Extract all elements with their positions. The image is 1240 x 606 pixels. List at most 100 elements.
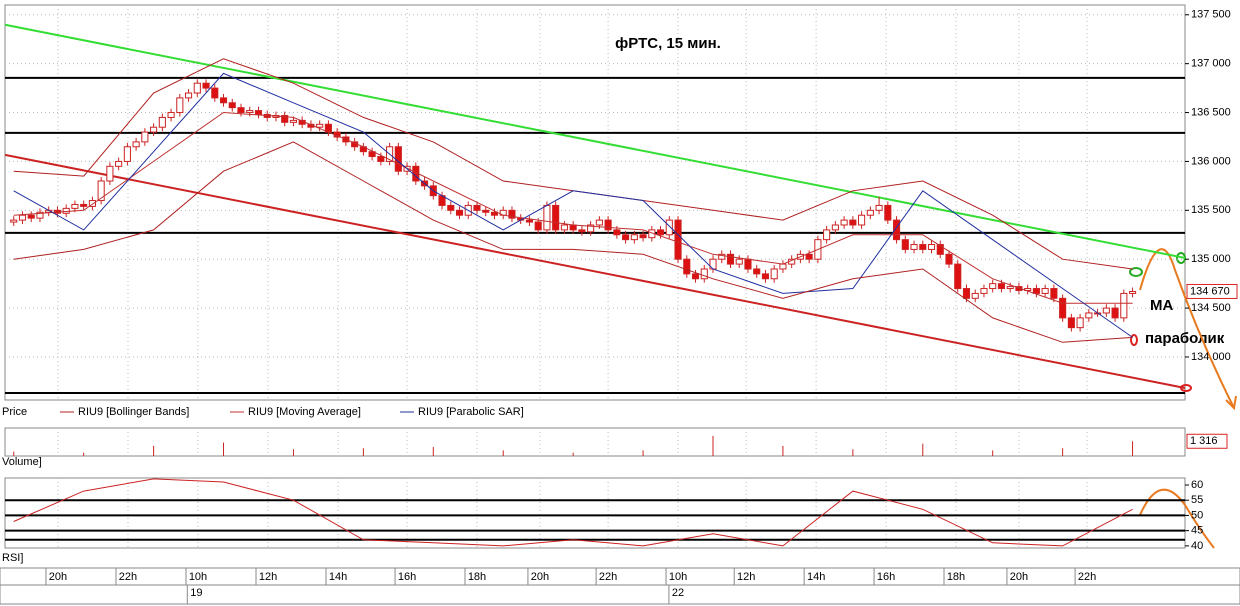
legend-label: RIU9 [Moving Average]: [248, 406, 361, 418]
rsi-tick-label: 55: [1191, 494, 1203, 506]
candle-body: [587, 224, 595, 233]
candle-body: [1111, 307, 1119, 319]
candle-body: [770, 268, 778, 280]
candle-body: [831, 224, 839, 231]
last-price-box: [1186, 283, 1238, 299]
candle-body: [202, 82, 210, 89]
candle-body: [604, 219, 612, 231]
candle-body: [219, 97, 228, 104]
candle-body: [656, 229, 665, 236]
candle-body: [1085, 312, 1093, 319]
candle-body: [211, 87, 219, 99]
y-tick-label: 136 500: [1191, 106, 1231, 118]
candle-body: [473, 204, 481, 211]
candle-body: [613, 229, 621, 236]
candle-body: [525, 219, 534, 223]
candle-body: [1102, 307, 1110, 314]
panel-label: Volume]: [2, 456, 42, 468]
y-tick-label: 137 500: [1191, 9, 1231, 21]
x-tick-label: 14h: [329, 571, 347, 583]
candle-body: [97, 180, 105, 202]
candle-body: [281, 114, 289, 123]
candle-body: [735, 258, 743, 265]
candle-body: [622, 234, 630, 241]
candle-body: [246, 110, 254, 114]
forecast-arrow: [1139, 248, 1235, 409]
marker: [1130, 334, 1138, 346]
candle-body: [866, 209, 874, 216]
candle-body: [639, 234, 647, 239]
candle-body: [167, 112, 175, 118]
x-tick-label: 12h: [737, 571, 755, 583]
marker: [1129, 267, 1143, 277]
x-tick-label: 20h: [49, 571, 67, 583]
candle-body: [919, 244, 927, 250]
trend-line: [4, 153, 1186, 389]
candle-body: [1128, 290, 1137, 294]
y-tick-label: 137 000: [1191, 58, 1231, 70]
time-axis: [0, 567, 1240, 605]
candle-body: [123, 146, 131, 162]
candle-body: [875, 204, 883, 211]
candle-body: [595, 219, 603, 226]
x-tick-label: 22h: [119, 571, 137, 583]
candle-body: [158, 116, 166, 128]
x-tick-label: 20h: [531, 571, 549, 583]
candle-body: [1067, 317, 1075, 329]
candle-body: [630, 234, 638, 241]
x-tick-label: 20h: [1010, 571, 1028, 583]
candle-body: [176, 97, 184, 114]
candle-body: [490, 211, 499, 216]
candle-body: [980, 288, 988, 294]
candle-body: [858, 214, 866, 226]
candle-body: [1041, 288, 1049, 294]
candle-body: [534, 221, 542, 231]
volume-box: [1186, 433, 1228, 449]
candle-body: [455, 209, 464, 216]
rsi-tick-label: 50: [1191, 509, 1203, 521]
volume-panel: [4, 427, 1186, 457]
x-tick-label: 22h: [1078, 571, 1096, 583]
candle-body: [115, 160, 123, 167]
candle-body: [88, 200, 96, 207]
candle-body: [552, 204, 560, 231]
candle-body: [910, 244, 918, 250]
candle-body: [1076, 317, 1084, 329]
candle-body: [62, 207, 70, 214]
marker: [1176, 252, 1186, 264]
candle-body: [150, 126, 158, 133]
candle-body: [447, 204, 455, 211]
last-price: 134 670: [1190, 285, 1230, 297]
candle-body: [753, 268, 761, 275]
candle-body: [1059, 297, 1067, 319]
candle-body: [106, 165, 114, 182]
x-tick-label: 18h: [947, 571, 965, 583]
price-panel: [4, 4, 1186, 401]
candle-body: [936, 244, 944, 255]
candle-body: [1032, 288, 1040, 294]
date-label: 19: [190, 587, 202, 599]
candle-body: [779, 263, 787, 270]
arrow-head: [1225, 395, 1237, 411]
x-tick-label: 22h: [599, 571, 617, 583]
date-label: 22: [672, 587, 684, 599]
y-tick-label: 134 500: [1191, 302, 1231, 314]
overlay-line: [13, 72, 1133, 338]
candle-body: [71, 203, 79, 209]
candle-body: [962, 288, 971, 299]
panel-label: RSI]: [2, 552, 23, 564]
candle-body: [18, 214, 27, 221]
candle-body: [289, 119, 298, 123]
candle-body: [377, 156, 385, 162]
panel-label: Price: [2, 406, 27, 418]
candle-body: [744, 258, 752, 270]
candle-body: [184, 92, 193, 99]
x-tick-label: 18h: [468, 571, 486, 583]
candle-body: [726, 253, 735, 265]
legend-label: RIU9 [Bollinger Bands]: [78, 406, 189, 418]
candle-body: [805, 253, 813, 260]
annotation: MA: [1150, 297, 1173, 314]
candle-body: [316, 123, 324, 128]
candle-body: [1120, 292, 1128, 319]
